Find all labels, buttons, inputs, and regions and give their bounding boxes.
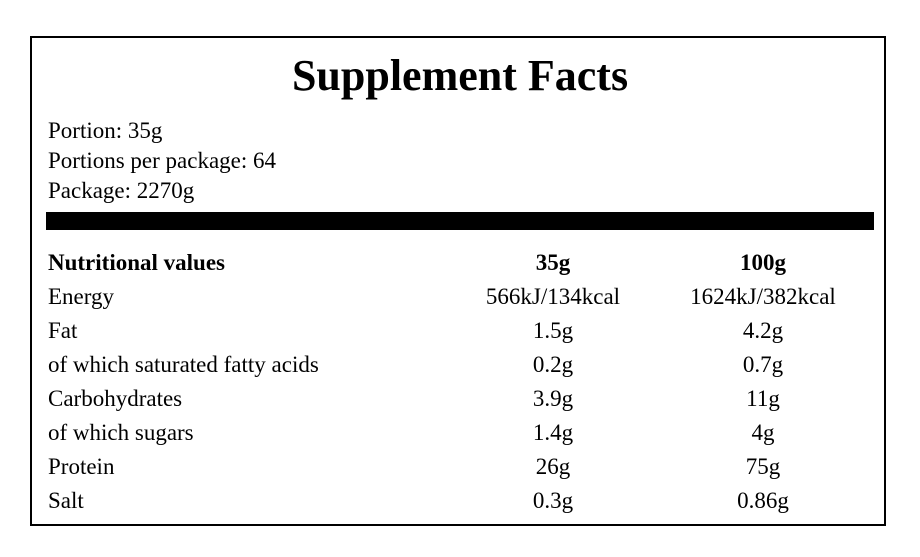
header-per-portion: 35g: [535, 250, 571, 275]
value-per-portion: 26g: [535, 454, 571, 479]
nutrient-name: Salt: [48, 488, 84, 513]
table-row: Salt 0.3g 0.86g: [48, 484, 868, 518]
value-per-portion: 1.4g: [532, 420, 574, 445]
panel-title: Supplement Facts: [291, 51, 629, 100]
divider-bar: [46, 212, 874, 230]
value-per-100g: 4g: [751, 420, 775, 445]
nutrient-name: of which saturated fatty acids: [48, 352, 319, 377]
table-row: Protein 26g 75g: [48, 450, 868, 484]
table-row: of which saturated fatty acids 0.2g 0.7g: [48, 348, 868, 382]
nutrition-table: Nutritional values 35g 100g Energy 566kJ…: [48, 246, 868, 518]
portions-per-package-text: Portions per package: 64: [48, 148, 277, 173]
supplement-facts-panel: [30, 36, 886, 526]
nutrient-name: Fat: [48, 318, 78, 343]
package-text: Package: 2270g: [48, 178, 195, 203]
table-row: Fat 1.5g 4.2g: [48, 314, 868, 348]
nutrient-name: Energy: [48, 284, 115, 309]
serving-info: Portion: 35g Portions per package: 64 Pa…: [48, 116, 276, 206]
value-per-portion: 0.3g: [532, 488, 574, 513]
value-per-100g: 11g: [746, 386, 780, 411]
nutrient-name: of which sugars: [48, 420, 194, 445]
value-per-100g: 75g: [745, 454, 781, 479]
value-per-100g: 1624kJ/382kcal: [690, 284, 836, 309]
value-per-100g: 4.2g: [742, 318, 784, 343]
portion-text: Portion: 35g: [48, 118, 163, 143]
value-per-portion: 0.2g: [532, 352, 574, 377]
value-per-100g: 0.86g: [737, 488, 789, 513]
value-per-portion: 3.9g: [532, 386, 574, 411]
table-row: Carbohydrates 3.9g 11g: [48, 382, 868, 416]
nutrient-name: Carbohydrates: [48, 386, 183, 411]
table-row: of which sugars 1.4g 4g: [48, 416, 868, 450]
value-per-portion: 1.5g: [532, 318, 574, 343]
value-per-100g: 0.7g: [742, 352, 784, 377]
header-nutritional-values: Nutritional values: [48, 250, 225, 275]
value-per-portion: 566kJ/134kcal: [485, 284, 621, 309]
table-row: Energy 566kJ/134kcal 1624kJ/382kcal: [48, 280, 868, 314]
nutrient-name: Protein: [48, 454, 115, 479]
header-per-100g: 100g: [740, 250, 786, 275]
table-header-row: Nutritional values 35g 100g: [48, 246, 868, 280]
